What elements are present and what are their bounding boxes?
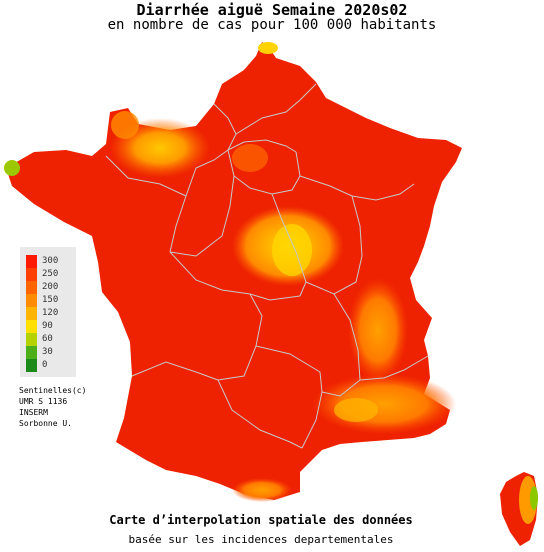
legend-label: 0 [42,360,48,370]
legend-label: 300 [42,256,59,266]
legend-swatch [26,255,37,268]
hotspot-centre-core [272,224,312,276]
hotspot-cotentin [111,111,139,139]
legend-swatch [26,333,37,346]
legend-swatch [26,346,37,359]
legend-item: 120 [26,307,74,320]
legend-item: 150 [26,294,74,307]
legend-swatch [26,281,37,294]
credit-line: INSERM [19,408,48,417]
legend-label: 250 [42,269,59,279]
legend-label: 150 [42,295,59,305]
hotspot-brittany-tip [4,160,20,176]
credit-line: UMR S 1136 [19,397,68,406]
hotspot-corsica-edge [530,486,538,510]
hotspot-north [258,42,278,54]
legend-label: 60 [42,334,53,344]
legend-swatch [26,307,37,320]
hotspot-pyrenees [232,478,292,502]
hotspot-provence-core [334,398,378,422]
credits: Sentinelles(c) UMR S 1136 INSERM Sorbonn… [19,385,86,429]
legend: 300 250 200 150 120 90 60 30 0 [20,247,76,377]
legend-item: 0 [26,359,74,372]
credit-line: Sentinelles(c) [19,386,87,395]
legend-item: 200 [26,281,74,294]
credit-line: Sorbonne U. [19,419,72,428]
legend-label: 120 [42,308,59,318]
legend-swatch [26,294,37,307]
legend-item: 60 [26,333,74,346]
legend-swatch [26,320,37,333]
legend-label: 90 [42,321,53,331]
legend-label: 30 [42,347,53,357]
region-borders [105,83,429,449]
legend-item: 250 [26,268,74,281]
footer-subtitle: basée sur les incidences departementales [128,533,394,546]
hotspot-iledefrance [232,144,268,172]
legend-swatch [26,359,37,372]
legend-item: 90 [26,320,74,333]
hotspot-provence [312,374,456,434]
map-title: Diarrhée aiguë Semaine 2020s02 [136,1,408,19]
legend-item: 300 [26,255,74,268]
legend-label: 200 [42,282,59,292]
map-subtitle: en nombre de cas pour 100 000 habitants [107,17,437,33]
hotspot-alps [348,278,408,382]
footer-title: Carte d’interpolation spatiale des donné… [109,513,413,527]
legend-item: 30 [26,346,74,359]
legend-swatch [26,268,37,281]
